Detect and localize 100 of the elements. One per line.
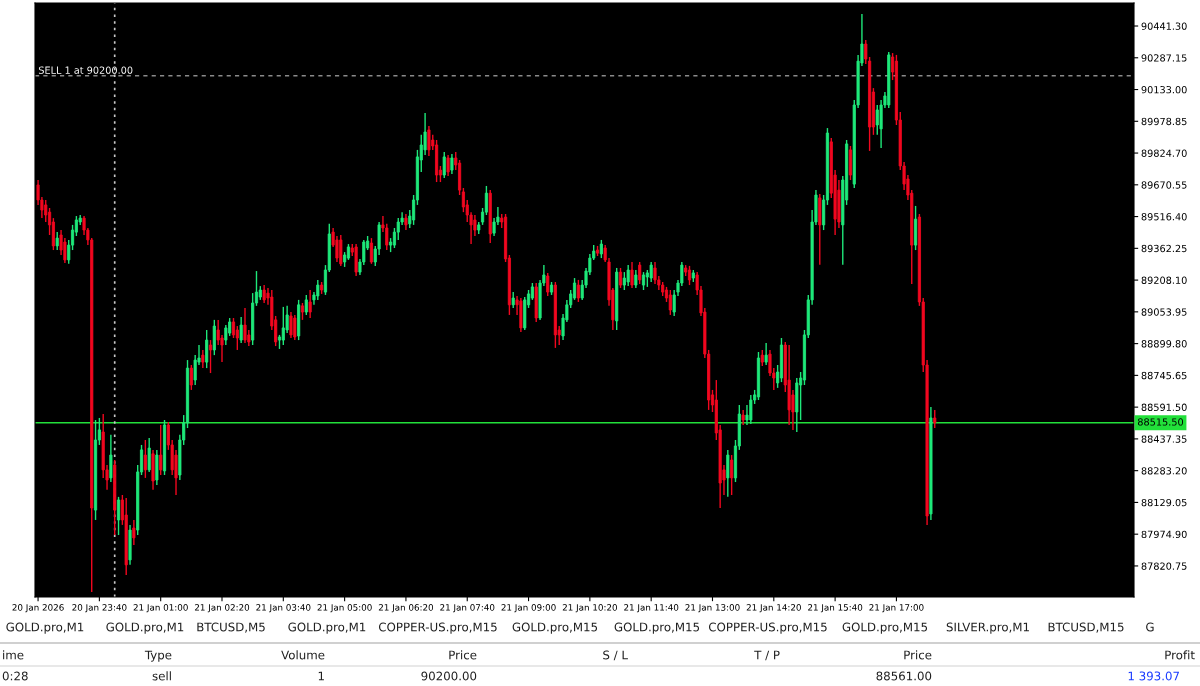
y-tick-label: 88899.80 [1141,340,1187,348]
candlestick [369,237,374,265]
y-tick-label: 88591.50 [1141,403,1187,411]
text: T / P [754,650,780,661]
text: S / L [603,650,628,661]
candlestick [308,289,312,319]
x-tick-label: 20 Jan 23:40 [72,604,127,613]
candlestick [749,394,753,425]
candlestick [239,316,243,344]
text: 1 393.07 [1128,671,1179,681]
candlestick [649,261,653,283]
text: COPPER-US.pro,M15 [378,622,497,634]
candlestick [205,329,209,369]
candlestick [293,314,297,341]
candlestick [304,294,308,316]
x-tick-label: 21 Jan 01:00 [133,604,188,613]
x-tick-label: 21 Jan 05:00 [317,604,372,613]
candlestick [231,317,236,339]
text: 0:28 [2,671,28,681]
candlestick [668,289,672,316]
y-tick-label: 88283.20 [1141,467,1187,475]
y-tick-label: 89053.95 [1141,308,1187,316]
candlestick [446,154,450,177]
candlestick [638,261,642,285]
candlestick [132,519,136,546]
text: Volume [281,650,325,660]
y-tick-label: 90133.00 [1141,86,1187,94]
text: Price [904,650,932,660]
candlestick [208,339,213,374]
candlestick [212,319,216,356]
x-tick-label: 21 Jan 09:00 [501,604,556,613]
y-tick-label: 87974.90 [1141,530,1187,539]
text: GOLD.pro,M15 [512,622,598,634]
text: Profit [1165,650,1195,660]
text: BTCUSD,M5 [197,622,265,633]
candlestick [442,151,446,179]
text: Type [144,650,172,662]
text: GOLD.pro,M15 [614,622,700,634]
candlestick [687,265,692,286]
candlestick [189,364,193,391]
text: GOLD.pro,M1 [106,622,184,634]
text: GOLD.pro,M1 [288,622,366,634]
text: SILVER.pro,M1 [946,622,1029,634]
x-tick-label: 21 Jan 11:40 [624,604,679,613]
x-tick-label: 21 Jan 06:20 [378,604,434,613]
x-tick-label: 21 Jan 10:20 [562,604,617,613]
text: GOLD.pro,M1 [6,622,84,634]
y-tick-label: 89208.10 [1141,276,1187,284]
candlestick [116,496,121,536]
candlestick [546,272,550,297]
ref-line-label: 88515.50 [1137,418,1184,426]
candlestick [450,153,454,175]
candlestick [235,325,239,351]
x-tick-label: 21 Jan 13:00 [685,604,740,613]
candlestick [599,239,603,259]
text: COPPER-US.pro,M15 [708,622,827,634]
candlestick [626,264,630,287]
text: BTCUSD,M15 [1048,622,1124,633]
candlestick [243,307,247,344]
text: Price [449,650,477,660]
candlestick [461,187,465,213]
y-tick-label: 89978.85 [1141,117,1187,126]
candlestick [427,125,431,157]
candlestick [316,279,320,301]
candlestick [764,342,768,366]
candlestick [630,261,634,289]
candlestick [933,409,937,429]
y-tick-label: 89516.40 [1141,213,1187,221]
candlestick [875,104,879,136]
x-tick-label: 21 Jan 07:40 [440,604,495,613]
y-tick-label: 88437.35 [1141,435,1187,443]
x-tick-label: 21 Jan 14:20 [746,604,801,613]
text: GOLD.pro,M15 [842,622,928,634]
ref-line-label: SELL 1 at 90200.00 [38,66,133,74]
y-tick-label: 88129.05 [1141,498,1187,507]
text: 1 [318,671,324,681]
y-tick-label: 89362.25 [1141,244,1187,253]
candlestick [289,311,293,339]
y-tick-label: 88745.65 [1141,371,1187,380]
candlestick [572,277,577,301]
candlestick [143,439,147,479]
y-tick-label: 89824.70 [1141,149,1187,157]
candlestick [147,437,151,473]
x-tick-label: 21 Jan 03:40 [256,604,311,613]
x-tick-label: 21 Jan 17:00 [869,604,924,613]
x-tick-label: 21 Jan 15:40 [808,604,863,613]
x-tick-label: 20 Jan 2026 [12,604,64,613]
candlestick [281,306,285,346]
candlestick [576,279,580,303]
text: 88561.00 [876,671,932,681]
y-tick-label: 90441.30 [1141,22,1187,30]
candlestick [730,454,734,496]
y-tick-label: 89670.55 [1141,181,1187,189]
x-tick-label: 21 Jan 02:20 [194,604,250,613]
text: ime [3,650,24,660]
text: 90200.00 [421,671,477,681]
text: G [1146,622,1154,632]
candlestick [109,434,113,483]
candlestick [726,449,730,498]
candlestick [159,424,163,476]
